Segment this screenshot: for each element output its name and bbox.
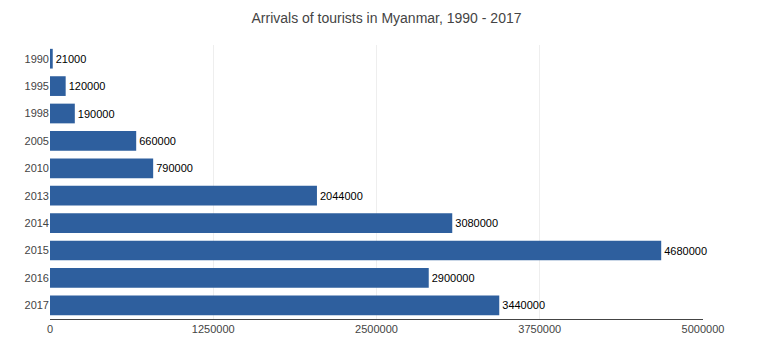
svg-text:2500000: 2500000 [355,323,398,335]
svg-text:120000: 120000 [69,80,106,92]
svg-text:2013: 2013 [25,190,49,202]
svg-text:1995: 1995 [25,80,49,92]
svg-text:3750000: 3750000 [518,323,561,335]
svg-text:660000: 660000 [139,135,176,147]
svg-text:Arrivals of tourists in Myanma: Arrivals of tourists in Myanmar, 1990 - … [251,10,521,26]
svg-text:4680000: 4680000 [664,245,707,257]
svg-text:3440000: 3440000 [502,299,545,311]
svg-text:1998: 1998 [25,107,49,119]
svg-text:5000000: 5000000 [682,323,725,335]
svg-text:2016: 2016 [25,272,49,284]
svg-text:2017: 2017 [25,299,49,311]
svg-text:2015: 2015 [25,244,49,256]
svg-text:3080000: 3080000 [455,217,498,229]
svg-text:2010: 2010 [25,162,49,174]
svg-text:1250000: 1250000 [192,323,235,335]
svg-text:2005: 2005 [25,135,49,147]
svg-text:190000: 190000 [78,108,115,120]
svg-text:0: 0 [47,323,53,335]
svg-text:21000: 21000 [56,53,87,65]
svg-text:2044000: 2044000 [320,190,363,202]
svg-text:790000: 790000 [156,162,193,174]
svg-text:1990: 1990 [25,53,49,65]
svg-text:2900000: 2900000 [432,272,475,284]
svg-text:2014: 2014 [25,217,49,229]
